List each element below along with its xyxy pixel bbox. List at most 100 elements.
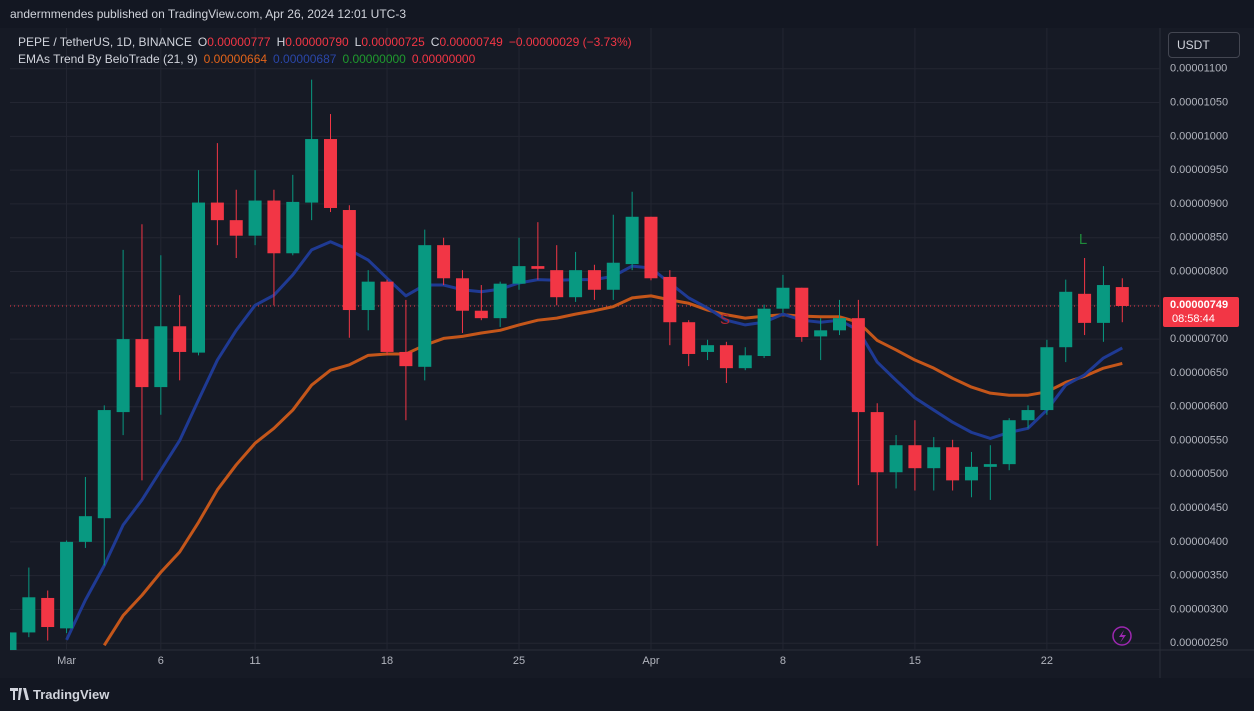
candle-body [1059,291,1073,348]
candle-body [946,447,960,481]
candle-body [1021,410,1035,421]
candle-body [22,597,36,633]
candle-body [229,220,243,236]
candle-body [983,464,997,467]
candle-body [97,410,111,519]
candle-body [531,266,545,269]
y-tick-label: 0.00001050 [1170,96,1228,108]
candle-body [210,202,224,221]
y-tick-label: 0.00000650 [1170,367,1228,379]
x-tick-label: 15 [909,655,921,667]
candle-body [1096,285,1110,323]
indicator-value: 0.00000000 [411,52,476,66]
candle-body [154,326,168,388]
candle-body [738,355,752,369]
alert-icon[interactable] [1112,626,1132,646]
x-tick-label: 8 [780,655,786,667]
currency-button[interactable]: USDT [1168,32,1240,58]
change: −0.00000029 (−3.73%) [508,35,632,49]
candle-body [682,322,696,354]
y-tick-label: 0.00000250 [1170,637,1228,649]
candle-body [814,330,828,337]
y-tick-label: 0.00000450 [1170,502,1228,514]
y-tick-label: 0.00000500 [1170,468,1228,480]
candle-body [663,276,677,323]
candle-body [512,266,526,284]
x-tick-label: 22 [1041,655,1053,667]
y-tick-label: 0.00000800 [1170,265,1228,277]
candle-body [833,318,847,331]
candle-body [286,201,300,254]
y-tick-label: 0.00000950 [1170,164,1228,176]
symbol: PEPE / TetherUS, 1D, BINANCE [18,35,192,49]
y-tick-label: 0.00000600 [1170,401,1228,413]
candle-body [437,245,451,279]
ohlc-value: 0.00000777 [207,35,271,49]
indicator-name: EMAs Trend By BeloTrade (21, 9) [18,52,198,66]
candle-body [10,632,17,650]
candle-body [1115,287,1129,306]
y-tick-label: 0.00001000 [1170,130,1228,142]
ohlc-key: L [354,35,362,49]
candle-body [870,412,884,473]
y-tick-label: 0.00000550 [1170,434,1228,446]
alert-bolt [1119,630,1126,643]
candle-body [455,278,469,311]
candle-body [927,447,941,469]
indicator-value: 0.00000000 [342,52,406,66]
candle-body [474,310,488,319]
y-tick-label: 0.00000700 [1170,333,1228,345]
candle-body [418,245,432,367]
y-tick-label: 0.00000850 [1170,232,1228,244]
candle-body [606,262,620,290]
candle-body [267,200,281,254]
candle-body [908,445,922,469]
candle-body [192,202,206,353]
candle-body [1040,347,1054,411]
logo [10,688,29,700]
x-tick-label: 25 [513,655,525,667]
ohlc-value: 0.00000725 [361,35,425,49]
candle-body [78,516,92,542]
candle-body [889,445,903,473]
candle-body [795,287,809,338]
candle-body [305,139,319,203]
y-tick-label: 0.00000400 [1170,536,1228,548]
candle-body [380,281,394,352]
footer-text: TradingView [33,687,110,702]
x-tick-label: 18 [381,655,393,667]
candle-body [135,339,149,388]
candle-body [361,281,375,311]
candle-body [1078,293,1092,323]
ohlc-key: O [197,35,208,49]
candle-body [569,270,583,298]
candle-body [757,308,771,356]
signal-label: S [720,311,730,328]
candle-body [550,270,564,298]
candle-body [625,216,639,265]
candle-body [587,270,601,290]
y-tick-label: 0.00000350 [1170,570,1228,582]
candle-body [399,351,413,367]
indicator-value: 0.00000664 [203,52,268,66]
y-tick-label: 0.00000300 [1170,603,1228,615]
signal-label: L [1079,231,1087,248]
price-tag-price: 0.00000749 [1170,299,1228,311]
price-tag [1163,296,1239,327]
top-bar: andermmendes published on TradingView.co… [0,0,1254,28]
x-tick-label: Mar [57,655,76,667]
ohlc-key: H [276,35,286,49]
candle-body [248,200,262,236]
candle-body [851,318,865,413]
ohlc-key: C [430,35,440,49]
candle-body [1002,420,1016,465]
x-tick-label: 6 [158,655,164,667]
candle-body [41,597,55,628]
candle-body [776,287,790,309]
candle-body [342,210,356,311]
x-tick-label: 11 [249,655,260,667]
y-tick-label: 0.00000900 [1170,198,1228,210]
candle-body [701,345,715,352]
